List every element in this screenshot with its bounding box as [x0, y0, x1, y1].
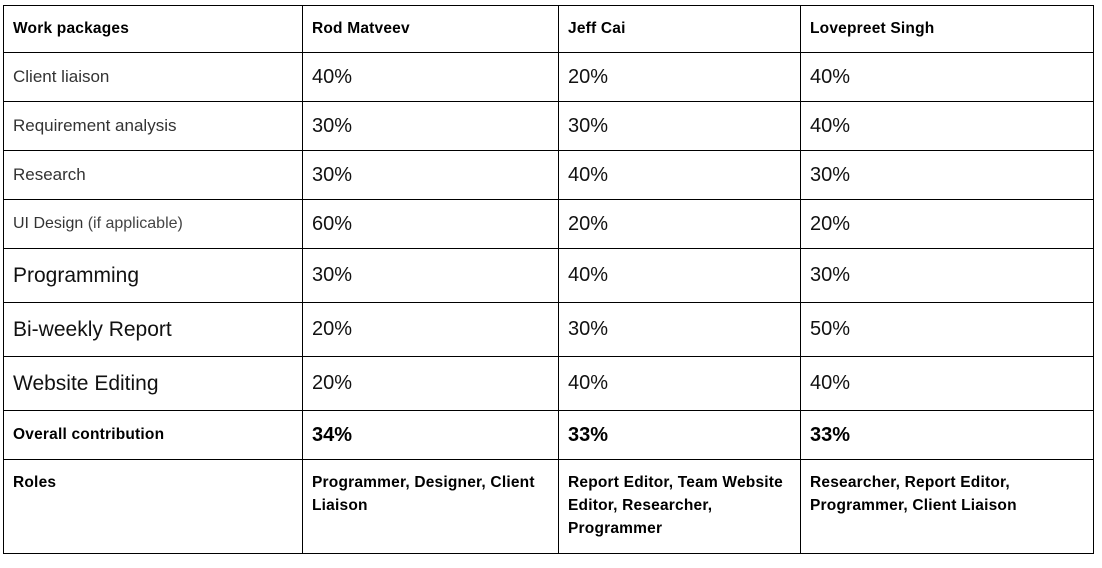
cell-value: 40% — [800, 101, 1094, 151]
header-row: Work packages Rod Matveev Jeff Cai Lovep… — [3, 5, 1094, 53]
cell-value: 20% — [558, 199, 801, 249]
overall-value: 34% — [302, 410, 559, 460]
cell-value: 20% — [800, 199, 1094, 249]
header-jeff-cai: Jeff Cai — [558, 5, 801, 53]
cell-value: 60% — [302, 199, 559, 249]
cell-value: 20% — [558, 52, 801, 102]
header-lovepreet-singh: Lovepreet Singh — [800, 5, 1094, 53]
table-row: Programming 30% 40% 30% — [3, 248, 1094, 303]
row-label-suffix: (if applicable) — [87, 215, 183, 232]
row-label: Client liaison — [3, 52, 303, 102]
table-row: Requirement analysis 30% 30% 40% — [3, 101, 1094, 151]
roles-label: Roles — [3, 459, 303, 554]
roles-value: Programmer, Designer, Client Liaison — [302, 459, 559, 554]
row-label: Bi-weekly Report — [3, 302, 303, 357]
cell-value: 30% — [558, 101, 801, 151]
cell-value: 20% — [302, 302, 559, 357]
row-label-main: UI Design — [13, 215, 84, 232]
row-label: Programming — [3, 248, 303, 303]
table-row: UI Design (if applicable) 60% 20% 20% — [3, 199, 1094, 249]
cell-value: 30% — [302, 101, 559, 151]
cell-value: 20% — [302, 356, 559, 411]
header-work-packages: Work packages — [3, 5, 303, 53]
cell-value: 30% — [302, 150, 559, 200]
cell-value: 40% — [800, 52, 1094, 102]
row-label: UI Design (if applicable) — [3, 199, 303, 249]
overall-value: 33% — [800, 410, 1094, 460]
row-label: Website Editing — [3, 356, 303, 411]
cell-value: 50% — [800, 302, 1094, 357]
header-rod-matveev: Rod Matveev — [302, 5, 559, 53]
overall-contribution-label: Overall contribution — [3, 410, 303, 460]
row-label: Requirement analysis — [3, 101, 303, 151]
contribution-table: Work packages Rod Matveev Jeff Cai Lovep… — [3, 5, 1094, 554]
overall-contribution-row: Overall contribution 34% 33% 33% — [3, 410, 1094, 460]
cell-value: 30% — [558, 302, 801, 357]
cell-value: 30% — [800, 150, 1094, 200]
cell-value: 40% — [558, 150, 801, 200]
roles-row: Roles Programmer, Designer, Client Liais… — [3, 459, 1094, 554]
cell-value: 40% — [800, 356, 1094, 411]
table-row: Research 30% 40% 30% — [3, 150, 1094, 200]
roles-value: Report Editor, Team Website Editor, Rese… — [558, 459, 801, 554]
roles-value: Researcher, Report Editor, Programmer, C… — [800, 459, 1094, 554]
table-row: Client liaison 40% 20% 40% — [3, 52, 1094, 102]
table-row: Website Editing 20% 40% 40% — [3, 356, 1094, 411]
cell-value: 40% — [302, 52, 559, 102]
cell-value: 30% — [302, 248, 559, 303]
row-label: Research — [3, 150, 303, 200]
table-row: Bi-weekly Report 20% 30% 50% — [3, 302, 1094, 357]
overall-value: 33% — [558, 410, 801, 460]
cell-value: 40% — [558, 248, 801, 303]
cell-value: 40% — [558, 356, 801, 411]
cell-value: 30% — [800, 248, 1094, 303]
